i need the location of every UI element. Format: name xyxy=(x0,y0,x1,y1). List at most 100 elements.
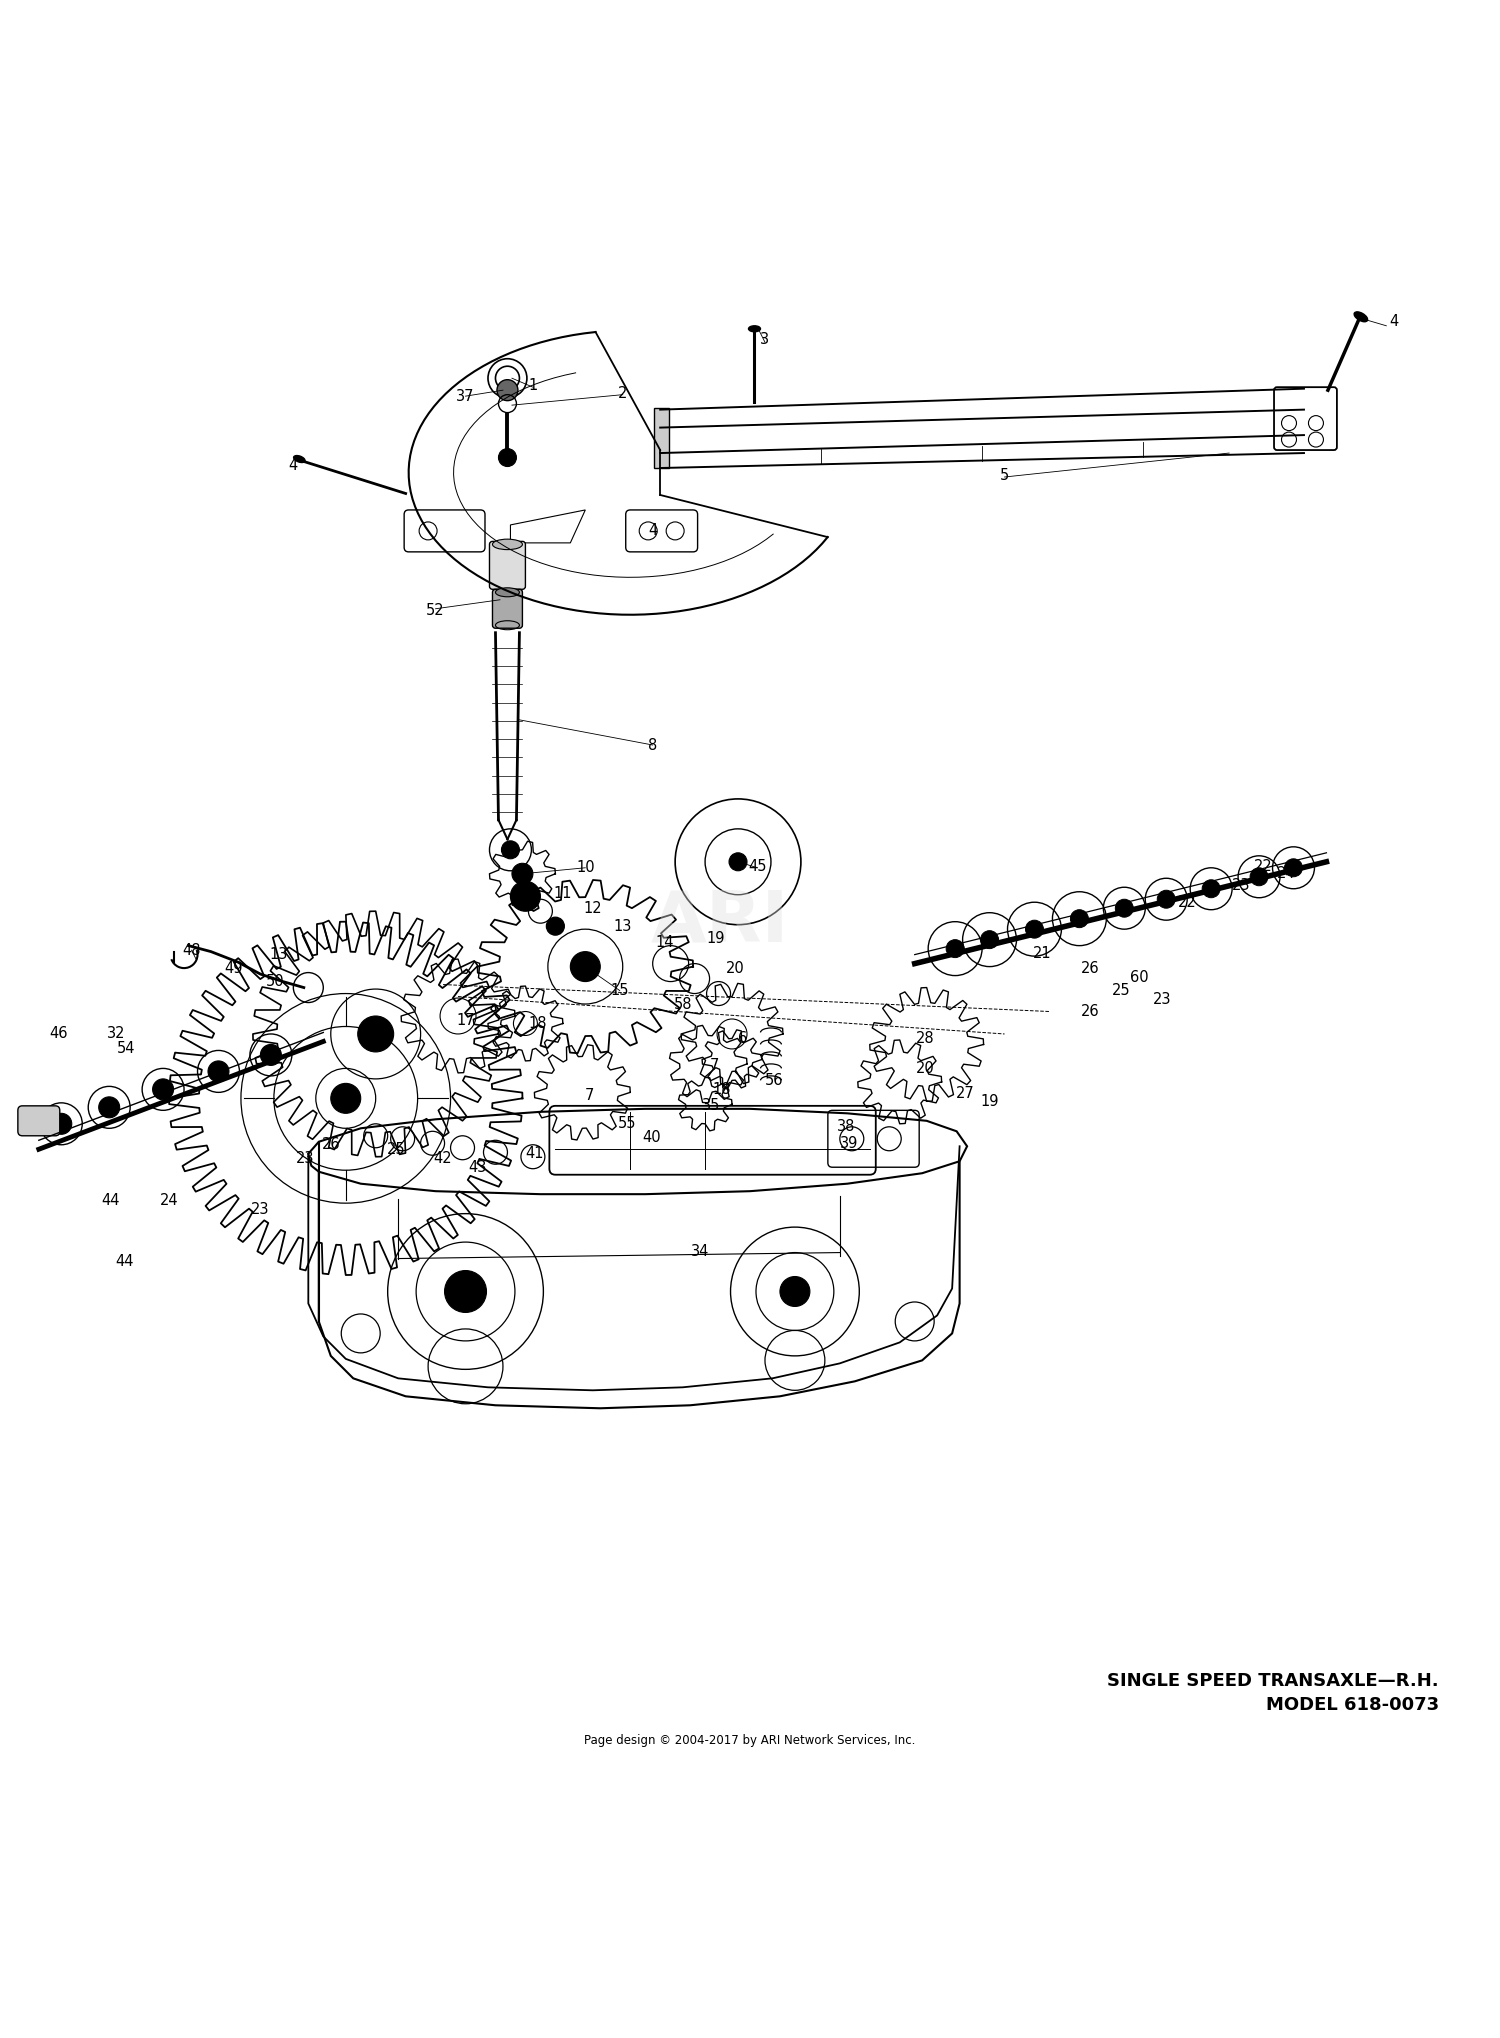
Ellipse shape xyxy=(492,540,522,550)
Text: 34: 34 xyxy=(692,1243,709,1259)
Text: 52: 52 xyxy=(426,603,445,618)
Circle shape xyxy=(546,917,564,935)
Text: 40: 40 xyxy=(642,1129,660,1145)
Text: 25: 25 xyxy=(1112,982,1131,999)
Text: 4: 4 xyxy=(288,457,298,473)
Text: Page design © 2004-2017 by ARI Network Services, Inc.: Page design © 2004-2017 by ARI Network S… xyxy=(585,1734,915,1747)
Circle shape xyxy=(946,940,964,958)
Text: 37: 37 xyxy=(456,389,476,404)
Circle shape xyxy=(501,842,519,858)
Text: 15: 15 xyxy=(610,982,628,999)
Text: 32: 32 xyxy=(108,1027,126,1041)
Text: 22: 22 xyxy=(1254,858,1274,874)
Circle shape xyxy=(981,931,999,948)
Text: 44: 44 xyxy=(102,1192,120,1209)
Circle shape xyxy=(357,1017,393,1052)
Circle shape xyxy=(1026,921,1044,937)
Text: 1: 1 xyxy=(528,379,537,393)
Circle shape xyxy=(496,379,517,401)
Text: 43: 43 xyxy=(468,1160,486,1174)
Text: 4: 4 xyxy=(1389,314,1398,328)
Text: 28: 28 xyxy=(916,1031,934,1045)
Text: 24: 24 xyxy=(160,1192,178,1209)
Circle shape xyxy=(495,367,519,389)
FancyBboxPatch shape xyxy=(654,408,669,469)
Text: 50: 50 xyxy=(266,974,285,988)
Circle shape xyxy=(512,864,532,884)
Text: ARI: ARI xyxy=(651,887,789,956)
Text: 60: 60 xyxy=(1130,970,1149,984)
Ellipse shape xyxy=(748,326,760,332)
Text: 27: 27 xyxy=(956,1086,975,1101)
Text: 2: 2 xyxy=(618,385,627,401)
Text: 14: 14 xyxy=(656,935,674,950)
Text: 11: 11 xyxy=(554,887,572,901)
Text: 35: 35 xyxy=(702,1098,720,1113)
Text: 41: 41 xyxy=(525,1145,543,1162)
Circle shape xyxy=(1156,891,1174,909)
Text: 19: 19 xyxy=(706,931,724,946)
Circle shape xyxy=(510,880,540,911)
Text: 49: 49 xyxy=(224,960,243,976)
Text: 23: 23 xyxy=(1152,993,1172,1007)
Circle shape xyxy=(780,1276,810,1306)
FancyBboxPatch shape xyxy=(503,689,512,779)
FancyBboxPatch shape xyxy=(489,542,525,589)
Text: 17: 17 xyxy=(456,1013,476,1027)
Ellipse shape xyxy=(1354,312,1368,322)
Circle shape xyxy=(1250,868,1268,887)
Text: 39: 39 xyxy=(840,1135,858,1151)
Text: 12: 12 xyxy=(584,901,602,915)
Text: 26: 26 xyxy=(1080,1005,1100,1019)
Circle shape xyxy=(1284,858,1302,876)
Text: 23: 23 xyxy=(251,1202,270,1217)
Text: 21: 21 xyxy=(1032,946,1052,960)
FancyBboxPatch shape xyxy=(492,589,522,628)
Text: 23: 23 xyxy=(296,1151,315,1166)
Text: 8: 8 xyxy=(648,738,657,752)
Text: 46: 46 xyxy=(50,1027,68,1041)
Text: 23: 23 xyxy=(1232,878,1251,893)
Text: 38: 38 xyxy=(837,1119,855,1135)
Text: SINGLE SPEED TRANSAXLE—R.H.: SINGLE SPEED TRANSAXLE—R.H. xyxy=(1107,1671,1438,1690)
Text: 58: 58 xyxy=(674,997,692,1011)
Circle shape xyxy=(729,852,747,870)
Circle shape xyxy=(444,1270,486,1312)
Circle shape xyxy=(1116,899,1134,917)
Text: 48: 48 xyxy=(183,944,201,958)
Circle shape xyxy=(99,1096,120,1117)
Text: 7: 7 xyxy=(585,1088,594,1103)
Text: MODEL 618-0073: MODEL 618-0073 xyxy=(1266,1696,1438,1714)
Ellipse shape xyxy=(294,457,304,463)
Text: 18: 18 xyxy=(528,1017,546,1031)
Text: 19: 19 xyxy=(981,1094,999,1109)
Text: 20: 20 xyxy=(916,1062,934,1076)
Text: 20: 20 xyxy=(726,960,744,976)
Text: 24: 24 xyxy=(1276,866,1296,880)
Text: 26: 26 xyxy=(1080,960,1100,976)
Text: 42: 42 xyxy=(433,1151,453,1166)
Text: 25: 25 xyxy=(387,1141,406,1158)
Circle shape xyxy=(332,1084,360,1113)
Text: 5: 5 xyxy=(1000,469,1010,483)
Text: 18: 18 xyxy=(712,1082,730,1096)
Text: 10: 10 xyxy=(576,860,594,874)
Circle shape xyxy=(1071,909,1089,927)
Text: 7: 7 xyxy=(710,1058,718,1072)
FancyBboxPatch shape xyxy=(18,1107,60,1135)
Text: 3: 3 xyxy=(760,332,770,346)
Text: 57: 57 xyxy=(333,1092,352,1107)
Circle shape xyxy=(261,1043,282,1066)
Text: 54: 54 xyxy=(117,1041,135,1056)
Text: 55: 55 xyxy=(618,1117,636,1131)
Circle shape xyxy=(153,1078,174,1101)
Circle shape xyxy=(570,952,600,982)
Circle shape xyxy=(498,448,516,467)
Text: 44: 44 xyxy=(116,1253,134,1270)
Text: 13: 13 xyxy=(268,948,288,962)
Text: 26: 26 xyxy=(321,1137,340,1151)
Circle shape xyxy=(51,1113,72,1135)
Text: 6: 6 xyxy=(738,1031,747,1045)
Text: 4: 4 xyxy=(648,524,657,538)
Ellipse shape xyxy=(495,587,519,597)
